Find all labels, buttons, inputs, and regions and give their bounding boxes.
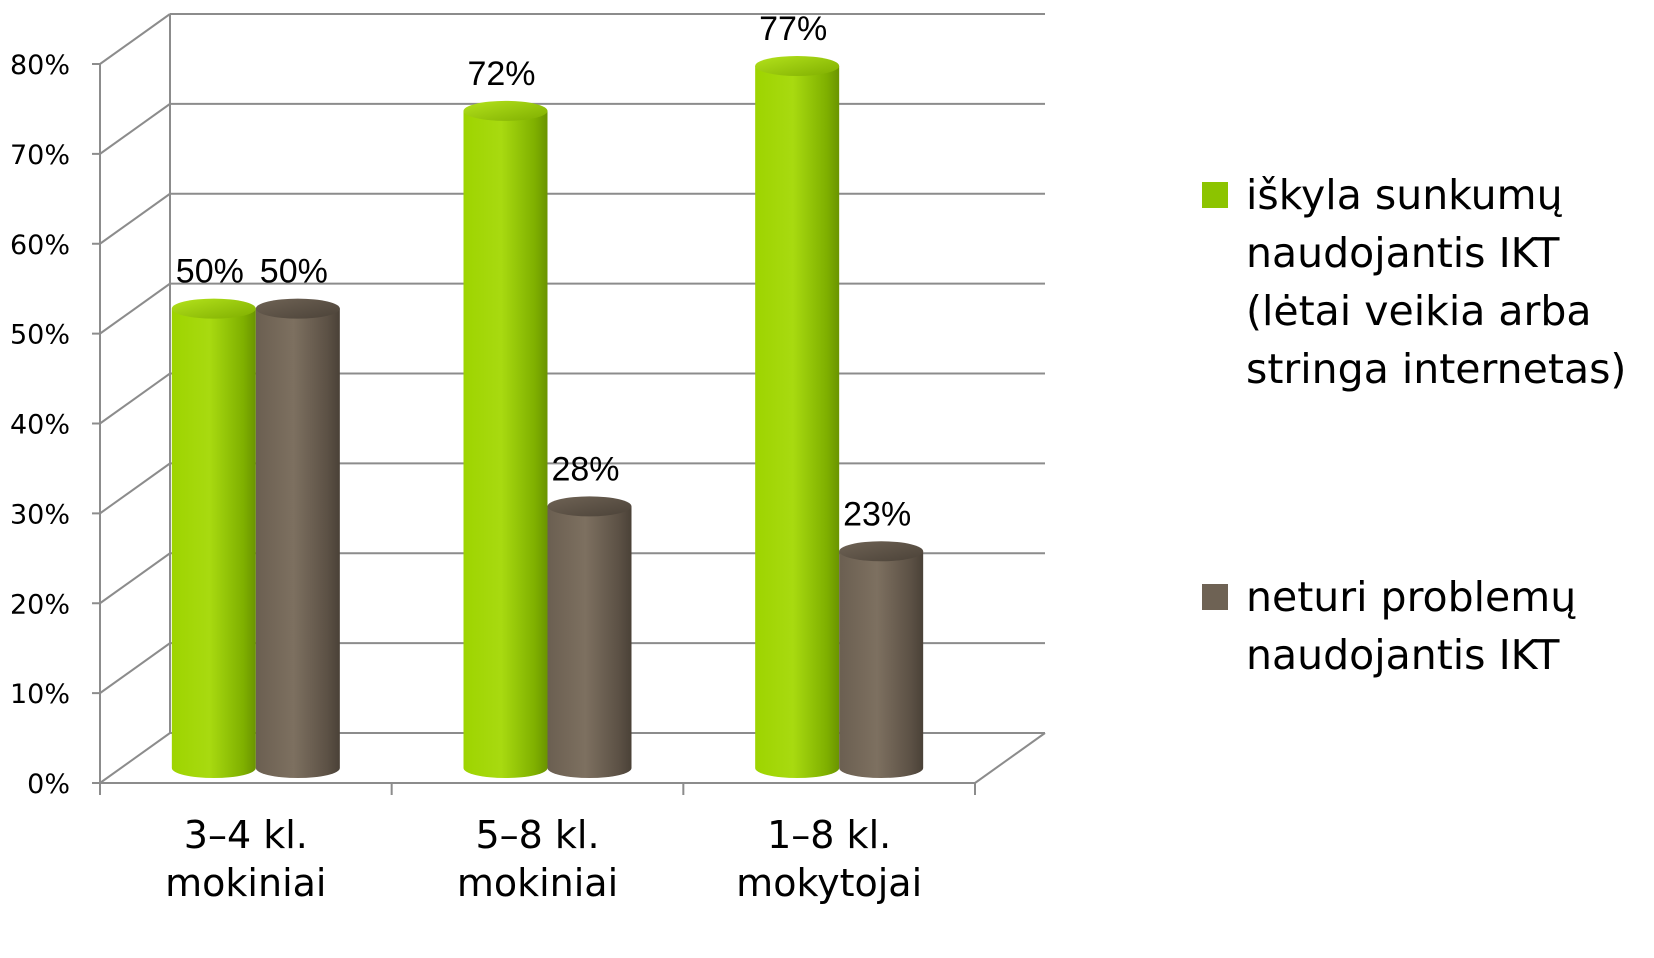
gridline-side — [99, 642, 171, 694]
legend-item-series-1: iškyla sunkumų naudojantis IKT (lėtai ve… — [1202, 166, 1654, 398]
bar-top — [755, 55, 840, 76]
bar-top — [463, 100, 548, 121]
bar-top — [171, 298, 256, 319]
bar-2-3 — [839, 541, 924, 778]
x-tick-label: mokiniai — [457, 861, 618, 905]
legend-item-series-2: neturi problemų naudojantis IKT — [1202, 568, 1654, 684]
legend-line: neturi problemų — [1246, 573, 1577, 621]
data-label: 50% — [260, 253, 328, 291]
y-tick-label: 60% — [10, 230, 70, 261]
legend-swatch-series-2 — [1202, 584, 1228, 610]
bar-body — [171, 308, 256, 778]
y-tick-label: 20% — [10, 589, 70, 620]
bar-1-3 — [755, 55, 840, 778]
gridline-side — [99, 372, 171, 425]
x-tick-label: mokytojai — [736, 861, 922, 905]
gridline-side — [99, 103, 171, 155]
legend-swatch-series-1 — [1202, 182, 1228, 208]
bar-body — [463, 110, 548, 778]
legend-line: stringa internetas) — [1246, 345, 1627, 393]
y-tick-label: 0% — [27, 769, 70, 800]
bar-body — [547, 506, 632, 778]
legend: iškyla sunkumų naudojantis IKT (lėtai ve… — [1202, 166, 1654, 684]
gridline-side — [99, 192, 171, 245]
x-tick-label: 3–4 kl. — [184, 813, 308, 857]
gridline-side — [99, 282, 171, 335]
bar-top — [839, 541, 924, 562]
y-tick-label: 10% — [10, 679, 70, 710]
data-label: 28% — [551, 450, 619, 488]
bar-2-1 — [255, 298, 340, 778]
legend-line: naudojantis IKT — [1246, 229, 1560, 277]
floor-edge — [974, 732, 1046, 784]
legend-line: naudojantis IKT — [1246, 631, 1560, 679]
gridline-side — [99, 552, 171, 605]
data-label: 23% — [843, 495, 911, 533]
data-label: 77% — [759, 10, 827, 48]
y-tick-label: 80% — [10, 50, 70, 81]
bar-top — [547, 496, 632, 517]
y-tick-label: 40% — [10, 410, 70, 441]
gridline-side — [99, 462, 171, 515]
y-tick-label: 50% — [10, 320, 70, 351]
bar-body — [839, 551, 924, 778]
bar-1-1 — [171, 298, 256, 778]
gridline-side — [99, 732, 171, 784]
x-tick-label: mokiniai — [165, 861, 326, 905]
bar-body — [755, 65, 840, 778]
y-tick-label: 70% — [10, 140, 70, 171]
bar-2-2 — [547, 496, 632, 778]
x-tick-label: 1–8 kl. — [767, 813, 891, 857]
gridline-side — [99, 13, 171, 65]
data-label: 72% — [467, 55, 535, 93]
data-labels: 50% 72% 77% 50% 28% 23% — [176, 10, 911, 533]
bar-body — [255, 308, 340, 778]
bar-top — [255, 298, 340, 319]
data-label: 50% — [176, 253, 244, 291]
bar-1-2 — [463, 100, 548, 778]
bars — [171, 55, 924, 778]
y-tick-label: 30% — [10, 499, 70, 530]
legend-line: iškyla sunkumų — [1246, 171, 1563, 219]
x-tick-label: 5–8 kl. — [475, 813, 599, 857]
y-axis-ticks: 0% 10% 20% 30% 40% 50% 60% 70% 80% — [10, 50, 100, 800]
legend-line: (lėtai veikia arba — [1246, 287, 1592, 335]
